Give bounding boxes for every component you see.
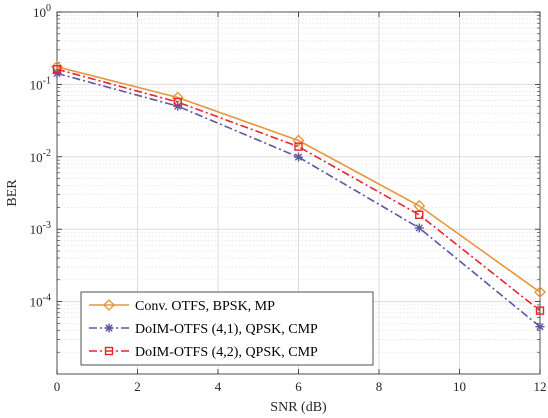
data-point xyxy=(414,223,424,233)
series-2 xyxy=(52,68,545,332)
series-layer xyxy=(51,60,546,332)
series-line xyxy=(56,68,541,312)
data-point xyxy=(52,65,62,74)
legend-marker xyxy=(103,299,115,311)
y-tick-label: 100 xyxy=(33,3,51,20)
legend-item: DoIM-OTFS (4,1), QPSK, CMP xyxy=(89,322,318,337)
data-point xyxy=(294,142,303,151)
y-axis-title: BER xyxy=(5,179,20,207)
legend-item: DoIM-OTFS (4,2), QPSK, CMP xyxy=(89,345,318,360)
data-point xyxy=(294,152,303,162)
x-tick-label: 2 xyxy=(134,379,141,394)
legend-label: DoIM-OTFS (4,2), QPSK, CMP xyxy=(135,345,318,360)
data-point xyxy=(173,97,182,107)
x-tick-label: 0 xyxy=(54,379,61,394)
data-point xyxy=(535,322,545,332)
legend-box xyxy=(80,291,374,366)
data-point xyxy=(292,134,305,147)
legend: Conv. OTFS, BPSK, MP DoIM-OTFS (4,1), QPS… xyxy=(80,291,374,366)
y-tick-label: 10-1 xyxy=(30,75,51,92)
x-tick-label: 10 xyxy=(453,379,466,394)
legend-marker xyxy=(104,323,114,333)
data-point xyxy=(534,286,546,299)
x-tick-label: 8 xyxy=(376,379,383,394)
legend-marker xyxy=(104,346,114,356)
y-tick-label: 10-4 xyxy=(30,293,51,310)
legend-label: Conv. OTFS, BPSK, MP xyxy=(135,299,275,314)
y-tick-label: 10-2 xyxy=(30,148,51,165)
legend-label: DoIM-OTFS (4,1), QPSK, CMP xyxy=(135,322,318,337)
x-tick-label: 6 xyxy=(295,379,302,394)
series-line xyxy=(56,66,541,293)
y-tick-label: 10-3 xyxy=(30,220,51,237)
legend-item: Conv. OTFS, BPSK, MP xyxy=(89,299,275,314)
data-point xyxy=(415,210,424,220)
series-3 xyxy=(52,65,545,315)
x-tick-label: 12 xyxy=(534,379,547,394)
data-point xyxy=(535,306,545,315)
x-axis-title: SNR (dB) xyxy=(270,400,327,415)
axes: 0 2 4 6 8 10 12 100 10-1 10-2 10-3 10-4 xyxy=(30,3,547,394)
x-tick-label: 4 xyxy=(215,379,222,394)
